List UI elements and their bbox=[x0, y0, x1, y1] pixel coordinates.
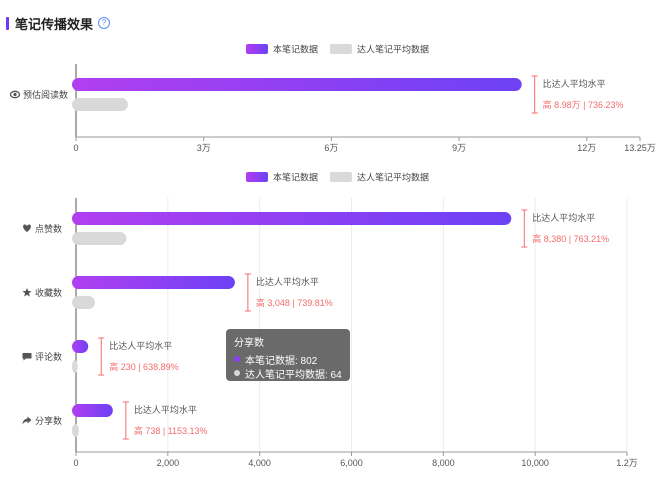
share-icon bbox=[22, 416, 32, 425]
heart-icon bbox=[23, 224, 31, 232]
tooltip-row-label: 本笔记数据: 802 bbox=[245, 355, 318, 367]
category-label: 分享数 bbox=[35, 415, 62, 426]
x-tick-label: 0 bbox=[73, 458, 78, 468]
heart-shape bbox=[23, 224, 31, 232]
eye-icon bbox=[9, 90, 21, 99]
annotation-title: 比达人平均水平 bbox=[256, 276, 319, 287]
title-accent-bar bbox=[6, 16, 9, 30]
legend-label: 本笔记数据 bbox=[273, 172, 318, 183]
category-label: 收藏数 bbox=[35, 287, 62, 298]
section-title: 笔记传播效果 bbox=[15, 16, 94, 32]
annotation-value: 高 738 | 1153.13% bbox=[134, 425, 208, 436]
tooltip-dot-avg bbox=[234, 370, 240, 376]
bar-note-2 bbox=[72, 276, 235, 289]
x-tick-label: 9万 bbox=[452, 143, 466, 153]
tooltip-title: 分享数 bbox=[234, 338, 264, 349]
legend-swatch-avg bbox=[330, 44, 352, 54]
x-tick-label: 2,000 bbox=[157, 458, 180, 468]
category-label: 评论数 bbox=[35, 351, 62, 362]
bar-note-1 bbox=[72, 78, 522, 91]
question-circle-icon[interactable]: ? bbox=[98, 17, 111, 29]
star-icon bbox=[22, 288, 32, 297]
x-tick-label: 6,000 bbox=[340, 458, 363, 468]
legend-swatch-avg bbox=[330, 172, 352, 182]
bar-avg-4 bbox=[72, 424, 79, 437]
annotation-value: 高 3,048 | 739.81% bbox=[256, 297, 333, 308]
eye-outline bbox=[9, 90, 21, 99]
tooltip-row-label: 达人笔记平均数据: 64 bbox=[245, 369, 342, 381]
x-tick-label: 1.2万 bbox=[616, 458, 638, 468]
x-tick-label: 4,000 bbox=[248, 458, 271, 468]
section-header: 笔记传播效果 ? bbox=[6, 16, 111, 32]
x-tick-label: 10,000 bbox=[521, 458, 549, 468]
annotation-value: 高 8,380 | 763.21% bbox=[532, 233, 609, 244]
chart-tooltip: 分享数 本笔记数据: 802 达人笔记平均数据: 64 bbox=[226, 329, 350, 381]
bar-note-4 bbox=[72, 404, 113, 417]
x-tick-label: 8,000 bbox=[432, 458, 455, 468]
comment-shape bbox=[22, 353, 32, 361]
legend-swatch-note bbox=[246, 172, 268, 182]
bar-note-3 bbox=[72, 340, 89, 353]
tooltip-row: 本笔记数据: 802 bbox=[234, 352, 342, 367]
x-tick-label: 12万 bbox=[577, 143, 596, 153]
x-tick-label: 13.25万 bbox=[624, 143, 656, 153]
annotation-value: 高 8.98万 | 736.23% bbox=[543, 99, 624, 110]
annotation-title: 比达人平均水平 bbox=[532, 212, 595, 223]
annotation-title: 比达人平均水平 bbox=[134, 404, 197, 415]
bar-note-1 bbox=[72, 212, 512, 225]
tooltip-row: 达人笔记平均数据: 64 bbox=[234, 366, 342, 381]
legend-swatch-note bbox=[246, 44, 268, 54]
category-label: 点赞数 bbox=[35, 223, 62, 234]
legend-label: 本笔记数据 bbox=[273, 44, 318, 55]
share-shape bbox=[22, 416, 32, 425]
legend-label: 达人笔记平均数据 bbox=[357, 44, 429, 55]
tooltip-dot-note bbox=[234, 356, 240, 362]
annotation-value: 高 230 | 638.89% bbox=[109, 361, 178, 372]
bar-avg-2 bbox=[72, 296, 95, 309]
annotation-title: 比达人平均水平 bbox=[543, 78, 606, 89]
annotation-title: 比达人平均水平 bbox=[109, 340, 172, 351]
bar-avg-1 bbox=[72, 232, 127, 245]
x-tick-label: 3万 bbox=[197, 143, 211, 153]
x-tick-label: 6万 bbox=[324, 143, 338, 153]
eye-pupil bbox=[13, 92, 17, 97]
comment-icon bbox=[22, 353, 32, 361]
bar-avg-3 bbox=[72, 360, 78, 373]
legend-label: 达人笔记平均数据 bbox=[357, 172, 429, 183]
x-tick-label: 0 bbox=[73, 143, 78, 153]
category-label: 预估阅读数 bbox=[23, 89, 68, 100]
star-shape bbox=[22, 288, 32, 297]
bar-avg-1 bbox=[72, 98, 128, 111]
